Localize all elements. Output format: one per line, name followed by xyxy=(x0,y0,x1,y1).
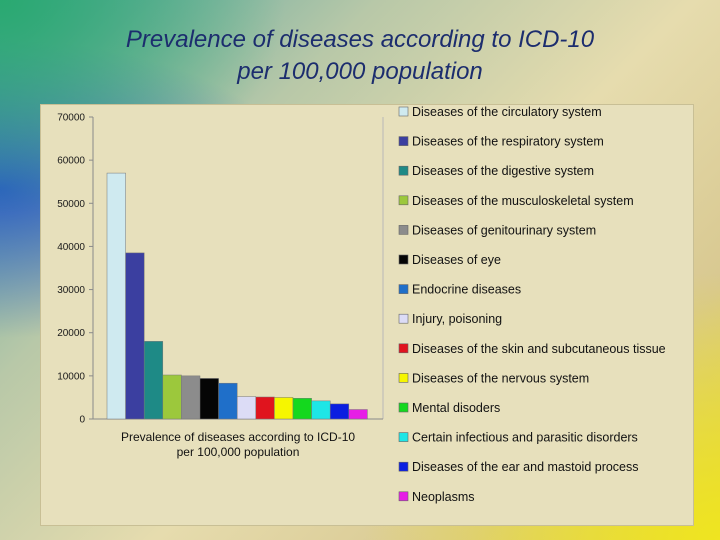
legend-entry-label: Diseases of the respiratory system xyxy=(412,135,604,149)
bar xyxy=(348,409,368,420)
y-tick-label: 60000 xyxy=(57,156,85,167)
bar xyxy=(106,172,126,420)
y-tick-label: 10000 xyxy=(57,371,85,382)
bar xyxy=(181,375,201,420)
legend-swatch xyxy=(398,432,409,442)
bar xyxy=(199,378,219,420)
legend-swatch xyxy=(398,491,409,502)
chart-title: Prevalence of diseases according to ICD-… xyxy=(0,24,720,88)
legend-entry-label: Diseases of genitourinary system xyxy=(412,223,596,237)
bar xyxy=(274,397,294,420)
bar xyxy=(311,400,331,420)
legend-swatch xyxy=(398,373,409,383)
bar xyxy=(329,403,350,420)
chart-title-line-1: Prevalence of diseases according to ICD-… xyxy=(125,26,595,53)
y-tick-label: 40000 xyxy=(57,242,85,253)
legend-swatch xyxy=(398,165,409,176)
bar xyxy=(236,396,257,420)
legend-entry-label: Diseases of the ear and mastoid process xyxy=(412,460,639,474)
legend-entry-label: Injury, poisoning xyxy=(412,312,502,326)
legend-entry-label: Certain infectious and parasitic disorde… xyxy=(412,431,638,445)
y-tick-label: 20000 xyxy=(57,328,85,339)
legend-entry-label: Neoplasms xyxy=(412,490,475,504)
legend-entry-label: Mental disoders xyxy=(412,401,500,415)
chart-title-line-2: per 100,000 population xyxy=(237,58,483,85)
legend-entry-label: Diseases of the musculoskeletal system xyxy=(412,194,634,208)
legend-swatch xyxy=(398,284,409,294)
bar xyxy=(125,252,145,420)
legend-swatch xyxy=(398,343,409,354)
y-tick-label: 0 xyxy=(79,415,85,426)
bar xyxy=(143,341,164,420)
y-tick-label: 70000 xyxy=(57,113,85,124)
bar xyxy=(218,382,238,420)
legend-swatch xyxy=(398,225,409,235)
bar xyxy=(162,374,182,420)
legend-swatch xyxy=(398,106,409,117)
legend-swatch xyxy=(398,402,409,413)
legend-swatch xyxy=(398,313,409,324)
legend-swatch xyxy=(398,254,409,265)
chart-panel: 0 10000 20000 30000 40000 50000 60000 70000 Prev… xyxy=(40,104,694,526)
legend-swatch xyxy=(398,195,409,206)
x-category-label: Prevalence of diseases according to ICD-… xyxy=(121,430,355,444)
legend-entry-label: Diseases of the skin and subcutaneous ti… xyxy=(412,342,666,356)
legend-entry-label: Diseases of the circulatory system xyxy=(412,105,602,119)
legend-swatch xyxy=(398,136,409,146)
y-tick-label: 50000 xyxy=(57,199,85,210)
legend-entry-label: Diseases of the digestive system xyxy=(412,164,594,178)
legend-swatch xyxy=(398,461,409,472)
bar-chart: 0 10000 20000 30000 40000 50000 60000 70000 Prev… xyxy=(57,105,666,504)
legend-entry-label: Diseases of the nervous system xyxy=(412,371,589,385)
legend-entry-label: Endocrine diseases xyxy=(412,283,521,297)
legend-entry-label: Diseases of eye xyxy=(412,253,501,267)
bar xyxy=(292,398,312,420)
x-category-label: per 100,000 population xyxy=(177,445,300,459)
bar xyxy=(255,396,275,420)
y-tick-label: 30000 xyxy=(57,285,85,296)
